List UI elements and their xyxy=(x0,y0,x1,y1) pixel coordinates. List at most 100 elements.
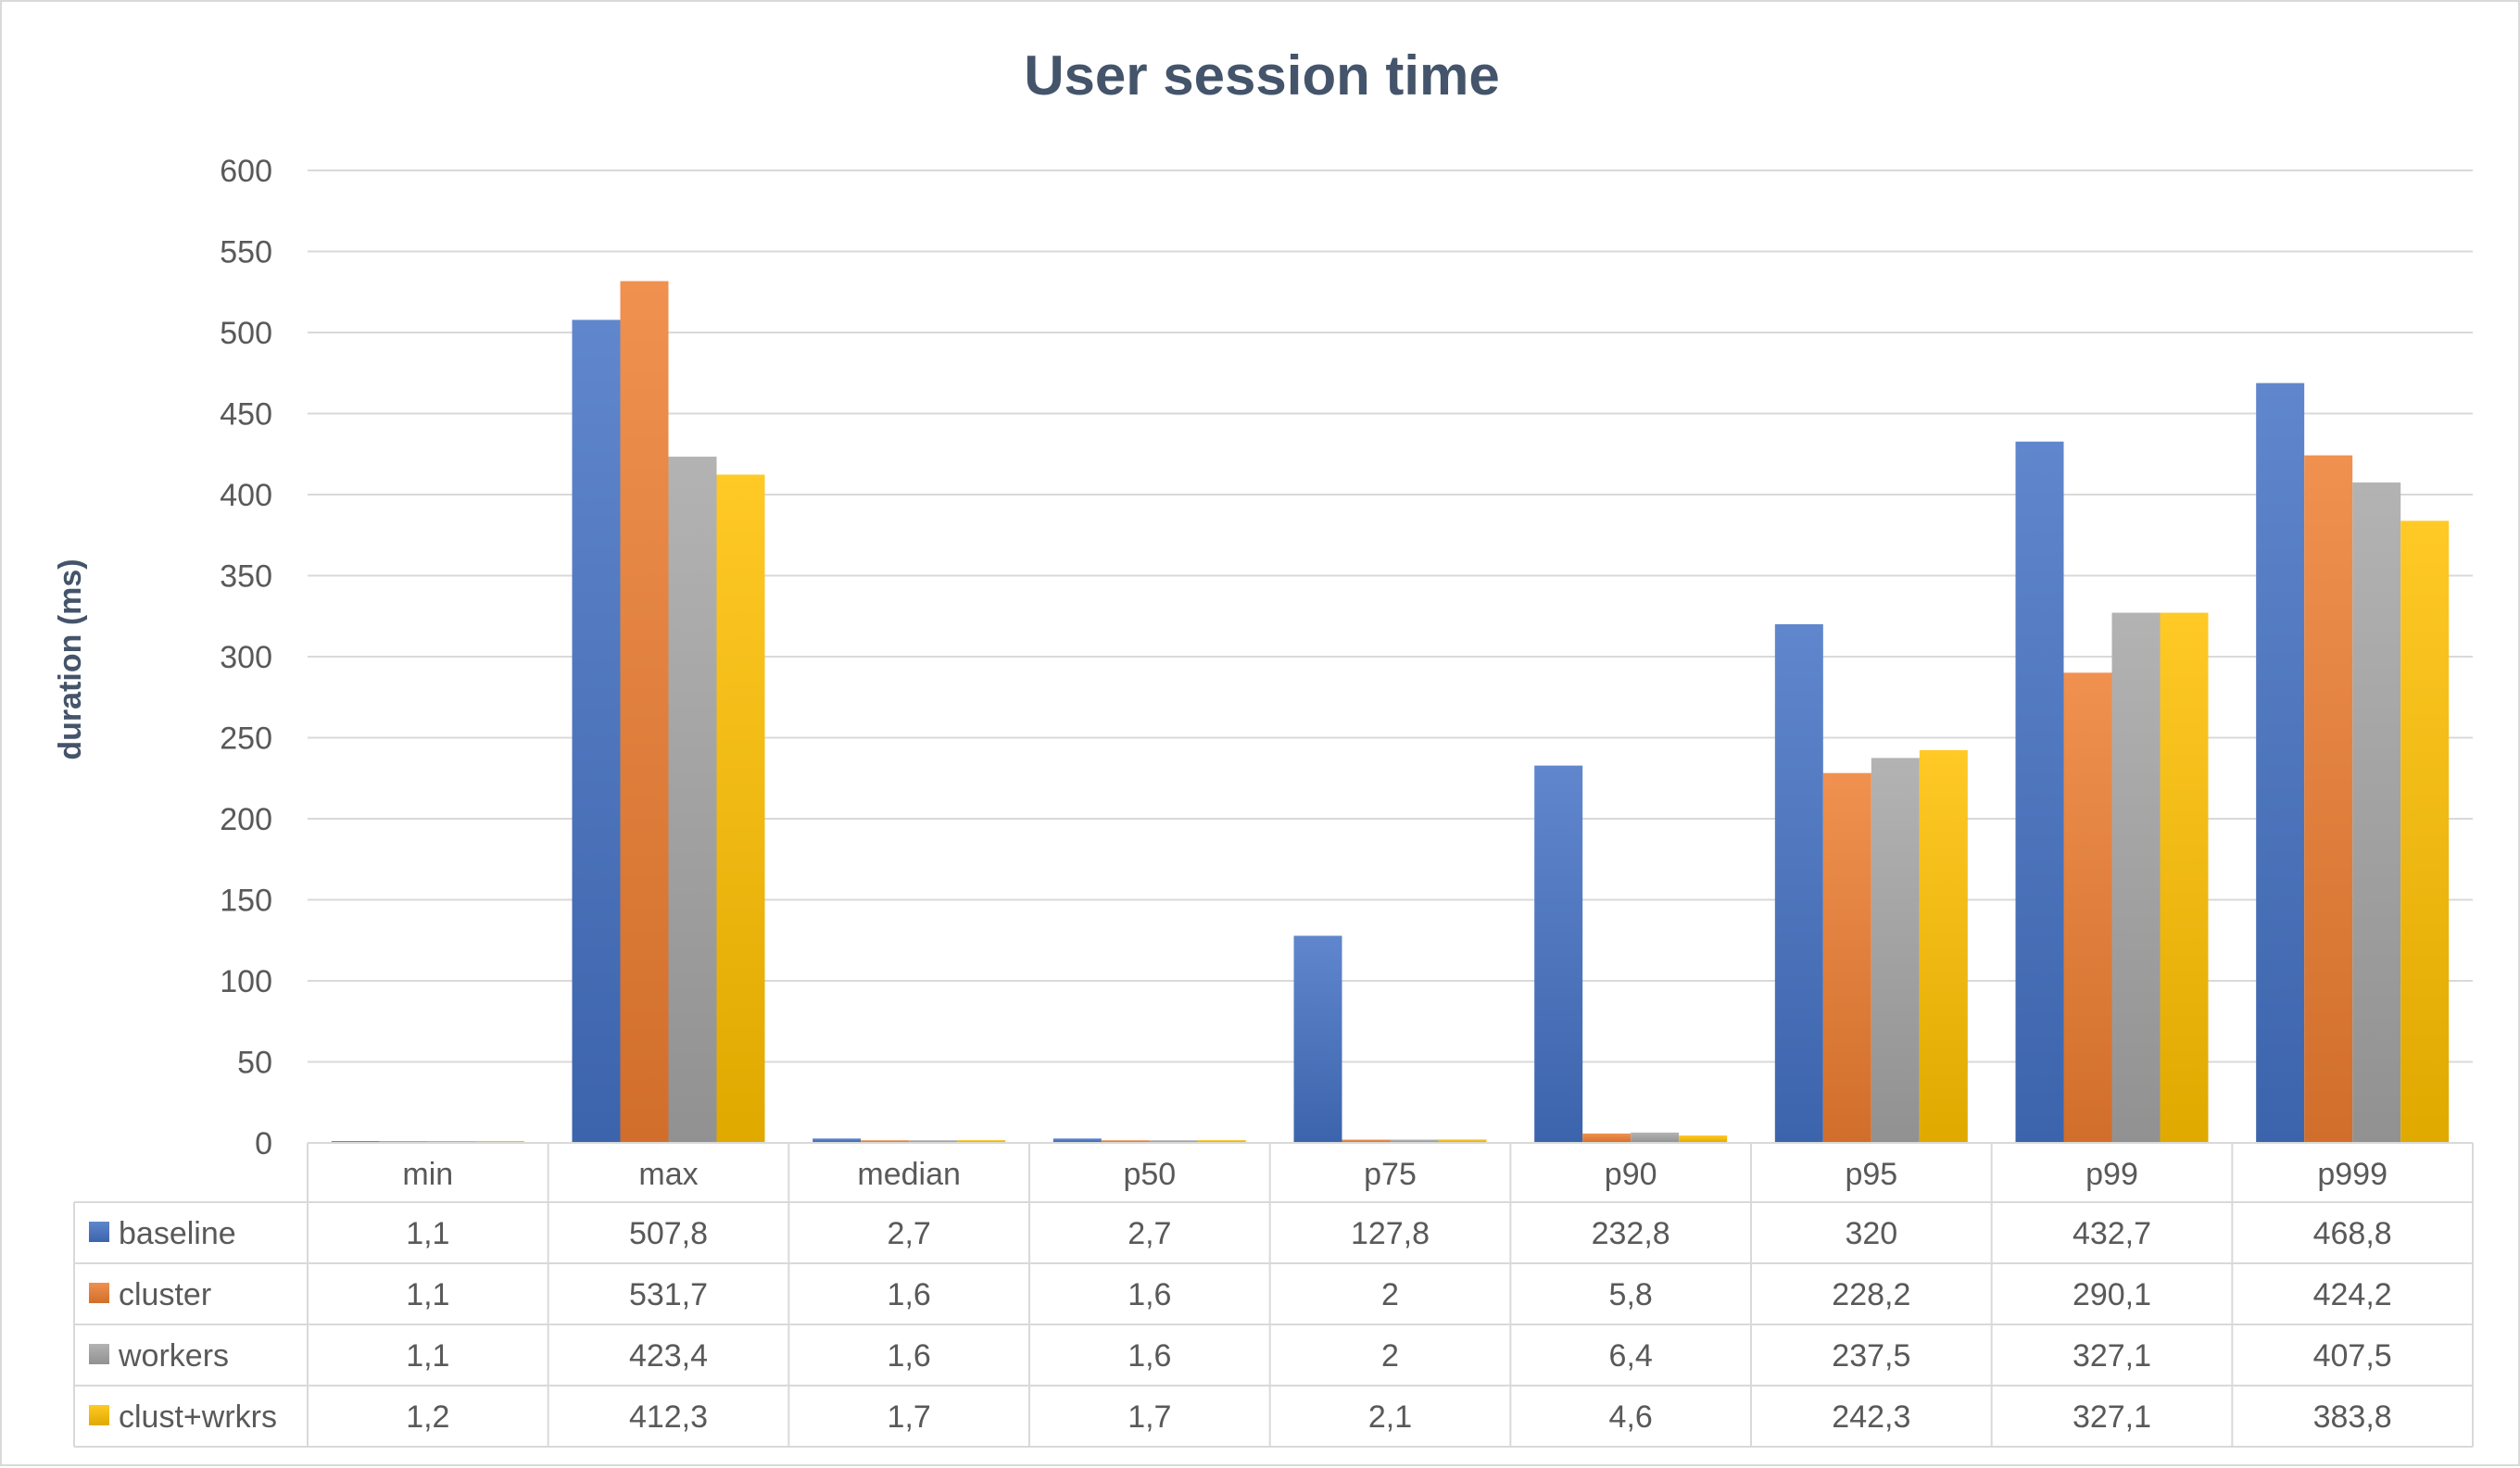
bar-clust+wrkrs-p999 xyxy=(2400,521,2450,1143)
x-tick-label: p50 xyxy=(1123,1157,1176,1192)
data-table-cell: 423,4 xyxy=(629,1338,708,1374)
y-tick-label: 450 xyxy=(220,397,272,433)
x-tick-label: p95 xyxy=(1845,1157,1897,1192)
data-table-cell: 242,3 xyxy=(1832,1399,1910,1435)
bar-cluster-p90 xyxy=(1582,1133,1632,1143)
data-table-cell: 2,7 xyxy=(1128,1216,1171,1251)
data-table-cell: 320 xyxy=(1845,1216,1897,1251)
bar-cluster-p75 xyxy=(1342,1139,1391,1143)
bar-clust+wrkrs-min xyxy=(475,1140,524,1143)
data-table-cell: 1,1 xyxy=(406,1216,449,1251)
y-tick-label: 350 xyxy=(220,559,272,595)
data-table-cell: 432,7 xyxy=(2073,1216,2151,1251)
data-table-cell: 232,8 xyxy=(1592,1216,1670,1251)
y-tick-label: 500 xyxy=(220,316,272,351)
bar-clust+wrkrs-p50 xyxy=(1197,1140,1246,1143)
data-table-cell: 424,2 xyxy=(2313,1277,2392,1312)
x-tick-label: p75 xyxy=(1364,1157,1417,1192)
y-tick-label: 150 xyxy=(220,884,272,919)
legend-entry: workers xyxy=(118,1338,229,1374)
data-table-cell: 1,2 xyxy=(406,1399,449,1435)
data-table-cell: 1,7 xyxy=(888,1399,931,1435)
data-table-cell: 1,6 xyxy=(888,1338,931,1374)
y-axis-ticks: 0 50 100 150 200 250 300 350 400 450 500 550 600 xyxy=(220,154,272,1161)
data-table-cell: 290,1 xyxy=(2073,1277,2151,1312)
x-tick-label: min xyxy=(402,1157,453,1192)
y-tick-label: 300 xyxy=(220,640,272,675)
bar-workers-p99 xyxy=(2111,612,2161,1143)
data-table-cell: 2 xyxy=(1381,1277,1399,1312)
data-table-cell: 1,6 xyxy=(1128,1338,1171,1374)
data-table-cell: 1,6 xyxy=(1128,1277,1171,1312)
y-tick-label: 400 xyxy=(220,478,272,513)
data-table-cell: 1,7 xyxy=(1128,1399,1171,1435)
data-table: min max median p50 p75 p90 p95 p99 p999 baseline 1… xyxy=(73,1142,2474,1448)
x-tick-label: p999 xyxy=(2317,1157,2388,1192)
bar-cluster-p95 xyxy=(1822,772,1871,1143)
x-tick-label: p99 xyxy=(2085,1157,2138,1192)
data-table-cell: 407,5 xyxy=(2313,1338,2392,1374)
bar-workers-p999 xyxy=(2352,482,2401,1143)
data-table-cell: 1,1 xyxy=(406,1277,449,1312)
y-axis-label: duration (ms) xyxy=(53,558,88,759)
bar-baseline-p99 xyxy=(2015,441,2064,1143)
bar-workers-p90 xyxy=(1631,1132,1680,1143)
bar-workers-max xyxy=(668,457,717,1143)
data-table-cell: 237,5 xyxy=(1832,1338,1910,1374)
bar-cluster-max xyxy=(620,281,669,1143)
data-table-cell: 5,8 xyxy=(1609,1277,1653,1312)
y-tick-label: 0 xyxy=(255,1126,272,1161)
bar-clust+wrkrs-p75 xyxy=(1438,1139,1487,1143)
data-table-cell: 6,4 xyxy=(1609,1338,1653,1374)
data-table-cell: 327,1 xyxy=(2073,1338,2151,1374)
y-tick-label: 200 xyxy=(220,802,272,837)
bar-workers-median xyxy=(909,1140,958,1143)
x-tick-label: max xyxy=(638,1157,698,1192)
bar-workers-p50 xyxy=(1149,1140,1198,1143)
bar-baseline-p75 xyxy=(1293,935,1342,1143)
bar-clust+wrkrs-p90 xyxy=(1679,1135,1728,1143)
data-table-cell: 1,6 xyxy=(888,1277,931,1312)
x-tick-label: p90 xyxy=(1605,1157,1657,1192)
data-table-cell: 327,1 xyxy=(2073,1399,2151,1435)
y-tick-label: 550 xyxy=(220,235,272,270)
data-table-cell: 228,2 xyxy=(1832,1277,1910,1312)
data-table-cell: 127,8 xyxy=(1351,1216,1430,1251)
bar-cluster-p99 xyxy=(2063,672,2112,1143)
data-table-cell: 412,3 xyxy=(629,1399,708,1435)
legend-entry: clust+wrkrs xyxy=(119,1399,277,1435)
data-table-cell: 507,8 xyxy=(629,1216,708,1251)
chart-title: User session time xyxy=(1024,44,1500,107)
bar-cluster-p999 xyxy=(2304,455,2353,1143)
y-tick-label: 50 xyxy=(237,1046,272,1081)
data-table-cell: 2,1 xyxy=(1368,1399,1412,1435)
bar-baseline-p50 xyxy=(1052,1138,1102,1143)
y-tick-label: 600 xyxy=(220,154,272,189)
bars xyxy=(331,281,2450,1144)
x-tick-label: median xyxy=(857,1157,961,1192)
bar-baseline-p90 xyxy=(1534,765,1583,1143)
bar-baseline-p999 xyxy=(2256,383,2305,1144)
data-table-cell: 383,8 xyxy=(2313,1399,2392,1435)
bar-cluster-median xyxy=(861,1140,910,1143)
data-table-cell: 2 xyxy=(1381,1338,1399,1374)
data-table-cell: 1,1 xyxy=(406,1338,449,1374)
data-table-cell: 531,7 xyxy=(629,1277,708,1312)
legend-key-clust+wrkrs xyxy=(89,1405,109,1425)
bar-baseline-max xyxy=(572,320,621,1144)
data-table-cell: 4,6 xyxy=(1609,1399,1653,1435)
legend-entry: baseline xyxy=(119,1216,236,1251)
legend-key-baseline xyxy=(89,1222,109,1242)
bar-clust+wrkrs-p99 xyxy=(2160,612,2209,1143)
bar-workers-p75 xyxy=(1390,1139,1439,1143)
bar-baseline-median xyxy=(813,1138,862,1143)
legend-key-cluster xyxy=(89,1283,109,1303)
y-tick-label: 100 xyxy=(220,964,272,999)
legend-key-workers xyxy=(89,1344,109,1364)
y-tick-label: 250 xyxy=(220,721,272,757)
bar-workers-p95 xyxy=(1871,758,1920,1143)
bar-clust+wrkrs-max xyxy=(716,474,765,1143)
data-table-cell: 2,7 xyxy=(888,1216,931,1251)
